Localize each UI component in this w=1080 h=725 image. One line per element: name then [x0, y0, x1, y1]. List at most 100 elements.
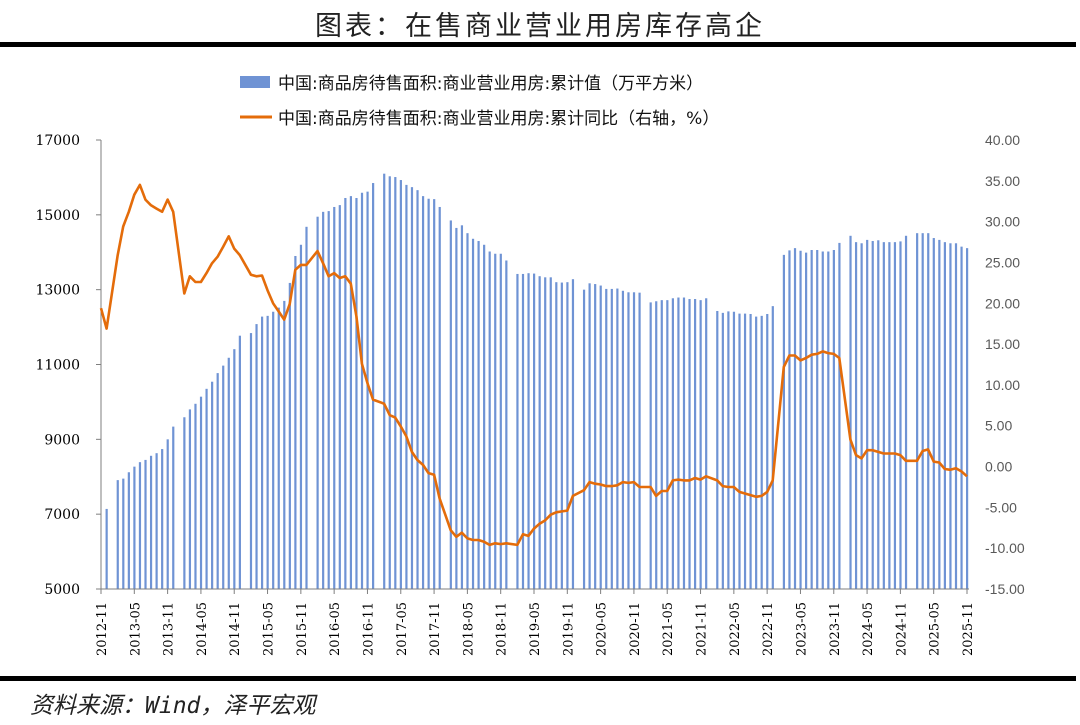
- bar: [854, 242, 858, 589]
- bar: [904, 235, 908, 589]
- bar: [205, 388, 208, 589]
- bar: [932, 238, 935, 589]
- left-tick-label: 11000: [35, 358, 80, 374]
- bar: [238, 335, 241, 589]
- right-tick-label: 15.00: [985, 336, 1020, 352]
- bar: [760, 315, 763, 589]
- bar: [533, 273, 536, 589]
- bar: [516, 273, 519, 589]
- x-tick-label: 2020-11: [628, 602, 643, 656]
- right-tick-label: 40.00: [985, 132, 1020, 148]
- bar: [449, 220, 452, 589]
- bar: [360, 192, 364, 589]
- bar: [649, 302, 652, 589]
- x-tick-label: 2012-11: [95, 602, 110, 656]
- bar: [433, 199, 436, 589]
- bar: [771, 306, 774, 589]
- x-tick-label: 2013-11: [162, 602, 177, 656]
- x-tick-label: 2015-11: [295, 602, 310, 656]
- bar: [566, 282, 569, 589]
- bar: [599, 285, 602, 589]
- x-tick-label: 2022-05: [728, 602, 743, 656]
- bar: [805, 252, 808, 590]
- bar: [766, 313, 769, 589]
- bar: [538, 276, 541, 589]
- bar: [155, 453, 158, 589]
- right-tick-label: 20.00: [985, 295, 1020, 311]
- bar: [616, 288, 619, 589]
- bar: [144, 459, 147, 589]
- x-tick-label: 2020-05: [595, 602, 610, 656]
- bar: [682, 297, 686, 589]
- bar: [260, 316, 264, 589]
- legend-label-bar: 中国:商品房待售面积:商业营业用房:累计值（万平方米）: [278, 74, 703, 94]
- bar: [954, 243, 958, 589]
- bar: [899, 241, 902, 589]
- bar: [294, 255, 297, 589]
- x-tick-label: 2023-11: [828, 602, 843, 656]
- bar: [505, 260, 508, 589]
- bar: [782, 254, 786, 589]
- source-note: 资料来源：Wind，泽平宏观: [30, 693, 316, 719]
- bar: [627, 292, 630, 589]
- x-tick-label: 2023-05: [794, 602, 809, 656]
- bar: [460, 225, 464, 589]
- bar: [527, 273, 530, 589]
- bar: [388, 176, 391, 589]
- bar: [916, 233, 919, 590]
- bar: [621, 290, 625, 589]
- bar: [305, 226, 308, 589]
- bar: [183, 417, 186, 589]
- bar: [283, 300, 286, 589]
- bar: [860, 243, 863, 589]
- x-tick-label: 2014-05: [195, 602, 210, 656]
- bar: [810, 250, 813, 589]
- left-tick-label: 7000: [44, 507, 80, 523]
- right-tick-label: 25.00: [985, 254, 1020, 270]
- x-tick-label: 2016-05: [328, 602, 343, 656]
- x-tick-label: 2018-05: [461, 602, 476, 656]
- bar: [122, 478, 125, 589]
- title-divider: [0, 42, 1076, 47]
- x-tick-label: 2019-05: [528, 602, 543, 656]
- bar: [494, 253, 497, 589]
- bar: [344, 197, 347, 589]
- bar: [849, 235, 852, 589]
- bar: [288, 282, 291, 589]
- bar: [749, 313, 752, 589]
- bar: [605, 288, 608, 589]
- right-tick-label: -10.00: [985, 540, 1025, 556]
- bar: [188, 409, 192, 589]
- bar: [893, 242, 897, 589]
- x-tick-label: 2024-11: [894, 602, 909, 656]
- bar: [255, 324, 258, 589]
- right-tick-label: 5.00: [985, 418, 1012, 434]
- bar: [610, 288, 613, 589]
- bar: [455, 227, 458, 589]
- bar: [138, 462, 142, 589]
- bar: [488, 251, 491, 590]
- bar: [327, 211, 330, 589]
- left-tick-label: 9000: [44, 432, 80, 448]
- bar: [655, 301, 658, 589]
- x-tick-label: 2021-11: [695, 602, 710, 656]
- bar: [582, 289, 586, 589]
- bar: [277, 307, 280, 589]
- bar: [427, 198, 430, 589]
- bar: [660, 300, 663, 589]
- x-tick-label: 2025-11: [961, 602, 976, 656]
- bar: [227, 357, 230, 589]
- right-tick-label: 35.00: [985, 173, 1020, 189]
- bar: [349, 196, 353, 589]
- bar: [299, 244, 303, 589]
- bar: [877, 240, 880, 589]
- bar: [738, 313, 741, 589]
- bar: [316, 216, 319, 589]
- bar: [666, 300, 669, 589]
- bar: [927, 233, 930, 590]
- x-tick-label: 2016-11: [361, 602, 376, 656]
- bar: [677, 297, 680, 589]
- bar: [938, 239, 941, 589]
- bar: [194, 403, 197, 589]
- x-tick-label: 2013-05: [128, 602, 143, 656]
